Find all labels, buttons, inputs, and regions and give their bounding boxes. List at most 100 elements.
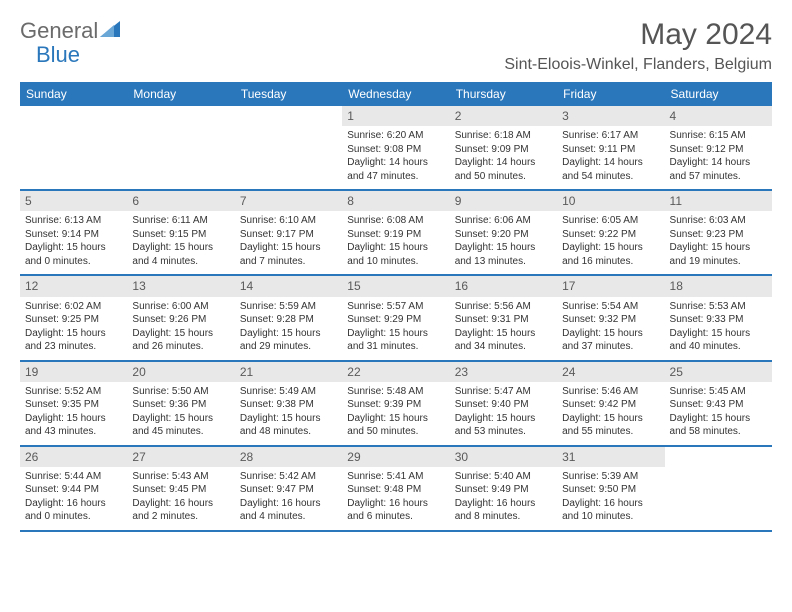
day-of-week-header: Sunday Monday Tuesday Wednesday Thursday… <box>20 82 772 106</box>
day-cell: 21Sunrise: 5:49 AMSunset: 9:38 PMDayligh… <box>235 362 342 445</box>
sunrise-text: Sunrise: 5:57 AM <box>347 300 444 314</box>
sunset-text: Sunset: 9:15 PM <box>132 228 229 242</box>
dow-wednesday: Wednesday <box>342 82 449 106</box>
dow-monday: Monday <box>127 82 234 106</box>
day-number: 4 <box>665 106 772 126</box>
day-cell: 24Sunrise: 5:46 AMSunset: 9:42 PMDayligh… <box>557 362 664 445</box>
header: General May 2024 Sint-Eloois-Winkel, Fla… <box>20 18 772 74</box>
daylight-text: Daylight: 15 hours and 13 minutes. <box>455 241 552 268</box>
sunset-text: Sunset: 9:29 PM <box>347 313 444 327</box>
sunrise-text: Sunrise: 5:52 AM <box>25 385 122 399</box>
day-number: 14 <box>235 276 342 296</box>
day-number: 13 <box>127 276 234 296</box>
day-number: 19 <box>20 362 127 382</box>
sunrise-text: Sunrise: 5:39 AM <box>562 470 659 484</box>
day-cell: 28Sunrise: 5:42 AMSunset: 9:47 PMDayligh… <box>235 447 342 530</box>
logo-word2-wrap: Blue <box>36 42 80 68</box>
sunset-text: Sunset: 9:28 PM <box>240 313 337 327</box>
day-number: 8 <box>342 191 449 211</box>
day-number: 22 <box>342 362 449 382</box>
day-cell: 5Sunrise: 6:13 AMSunset: 9:14 PMDaylight… <box>20 191 127 274</box>
sunrise-text: Sunrise: 6:02 AM <box>25 300 122 314</box>
daylight-text: Daylight: 16 hours and 4 minutes. <box>240 497 337 524</box>
daylight-text: Daylight: 14 hours and 57 minutes. <box>670 156 767 183</box>
sunset-text: Sunset: 9:23 PM <box>670 228 767 242</box>
day-number: 23 <box>450 362 557 382</box>
day-number: 24 <box>557 362 664 382</box>
daylight-text: Daylight: 16 hours and 0 minutes. <box>25 497 122 524</box>
dow-friday: Friday <box>557 82 664 106</box>
logo-triangle-icon <box>100 19 122 44</box>
sunset-text: Sunset: 9:43 PM <box>670 398 767 412</box>
daylight-text: Daylight: 15 hours and 48 minutes. <box>240 412 337 439</box>
title-block: May 2024 Sint-Eloois-Winkel, Flanders, B… <box>504 18 772 74</box>
day-cell: 3Sunrise: 6:17 AMSunset: 9:11 PMDaylight… <box>557 106 664 189</box>
sunrise-text: Sunrise: 6:20 AM <box>347 129 444 143</box>
day-cell: 23Sunrise: 5:47 AMSunset: 9:40 PMDayligh… <box>450 362 557 445</box>
day-number: 7 <box>235 191 342 211</box>
day-number: 2 <box>450 106 557 126</box>
sunset-text: Sunset: 9:32 PM <box>562 313 659 327</box>
week-row: 26Sunrise: 5:44 AMSunset: 9:44 PMDayligh… <box>20 447 772 532</box>
dow-saturday: Saturday <box>665 82 772 106</box>
month-title: May 2024 <box>504 18 772 52</box>
empty-cell <box>665 447 772 530</box>
daylight-text: Daylight: 15 hours and 31 minutes. <box>347 327 444 354</box>
sunset-text: Sunset: 9:11 PM <box>562 143 659 157</box>
day-cell: 30Sunrise: 5:40 AMSunset: 9:49 PMDayligh… <box>450 447 557 530</box>
logo-word2: Blue <box>36 42 80 67</box>
sunrise-text: Sunrise: 5:43 AM <box>132 470 229 484</box>
sunset-text: Sunset: 9:17 PM <box>240 228 337 242</box>
dow-sunday: Sunday <box>20 82 127 106</box>
sunset-text: Sunset: 9:25 PM <box>25 313 122 327</box>
sunrise-text: Sunrise: 5:45 AM <box>670 385 767 399</box>
sunrise-text: Sunrise: 5:53 AM <box>670 300 767 314</box>
week-row: 1Sunrise: 6:20 AMSunset: 9:08 PMDaylight… <box>20 106 772 191</box>
logo: General <box>20 18 124 44</box>
daylight-text: Daylight: 15 hours and 45 minutes. <box>132 412 229 439</box>
sunset-text: Sunset: 9:45 PM <box>132 483 229 497</box>
sunrise-text: Sunrise: 5:42 AM <box>240 470 337 484</box>
sunrise-text: Sunrise: 5:48 AM <box>347 385 444 399</box>
daylight-text: Daylight: 15 hours and 58 minutes. <box>670 412 767 439</box>
sunset-text: Sunset: 9:39 PM <box>347 398 444 412</box>
sunrise-text: Sunrise: 6:10 AM <box>240 214 337 228</box>
sunrise-text: Sunrise: 5:41 AM <box>347 470 444 484</box>
day-cell: 11Sunrise: 6:03 AMSunset: 9:23 PMDayligh… <box>665 191 772 274</box>
sunset-text: Sunset: 9:31 PM <box>455 313 552 327</box>
daylight-text: Daylight: 15 hours and 10 minutes. <box>347 241 444 268</box>
day-cell: 6Sunrise: 6:11 AMSunset: 9:15 PMDaylight… <box>127 191 234 274</box>
daylight-text: Daylight: 15 hours and 55 minutes. <box>562 412 659 439</box>
day-number: 12 <box>20 276 127 296</box>
day-cell: 15Sunrise: 5:57 AMSunset: 9:29 PMDayligh… <box>342 276 449 359</box>
week-row: 5Sunrise: 6:13 AMSunset: 9:14 PMDaylight… <box>20 191 772 276</box>
logo-word1: General <box>20 18 98 44</box>
day-cell: 2Sunrise: 6:18 AMSunset: 9:09 PMDaylight… <box>450 106 557 189</box>
day-number: 20 <box>127 362 234 382</box>
sunrise-text: Sunrise: 6:00 AM <box>132 300 229 314</box>
sunrise-text: Sunrise: 6:11 AM <box>132 214 229 228</box>
day-number: 17 <box>557 276 664 296</box>
day-number: 3 <box>557 106 664 126</box>
daylight-text: Daylight: 15 hours and 50 minutes. <box>347 412 444 439</box>
day-cell: 9Sunrise: 6:06 AMSunset: 9:20 PMDaylight… <box>450 191 557 274</box>
day-cell: 7 Sunrise: 6:10 AMSunset: 9:17 PMDaylight… <box>235 191 342 274</box>
calendar: Sunday Monday Tuesday Wednesday Thursday… <box>20 82 772 532</box>
sunrise-text: Sunrise: 5:56 AM <box>455 300 552 314</box>
sunrise-text: Sunrise: 6:18 AM <box>455 129 552 143</box>
sunset-text: Sunset: 9:50 PM <box>562 483 659 497</box>
daylight-text: Daylight: 15 hours and 16 minutes. <box>562 241 659 268</box>
sunrise-text: Sunrise: 5:47 AM <box>455 385 552 399</box>
sunrise-text: Sunrise: 5:40 AM <box>455 470 552 484</box>
week-row: 12 Sunrise: 6:02 AMSunset: 9:25 PM Dayligh… <box>20 276 772 361</box>
day-number: 28 <box>235 447 342 467</box>
day-number: 9 <box>450 191 557 211</box>
sunrise-text: Sunrise: 6:15 AM <box>670 129 767 143</box>
day-number: 11 <box>665 191 772 211</box>
day-cell: 22 Sunrise: 5:48 AMSunset: 9:39 PMDayligh… <box>342 362 449 445</box>
daylight-text: Daylight: 15 hours and 7 minutes. <box>240 241 337 268</box>
day-number: 21 <box>235 362 342 382</box>
day-cell: 17Sunrise: 5:54 AMSunset: 9:32 PMDayligh… <box>557 276 664 359</box>
daylight-text: Daylight: 15 hours and 26 minutes. <box>132 327 229 354</box>
sunset-text: Sunset: 9:09 PM <box>455 143 552 157</box>
